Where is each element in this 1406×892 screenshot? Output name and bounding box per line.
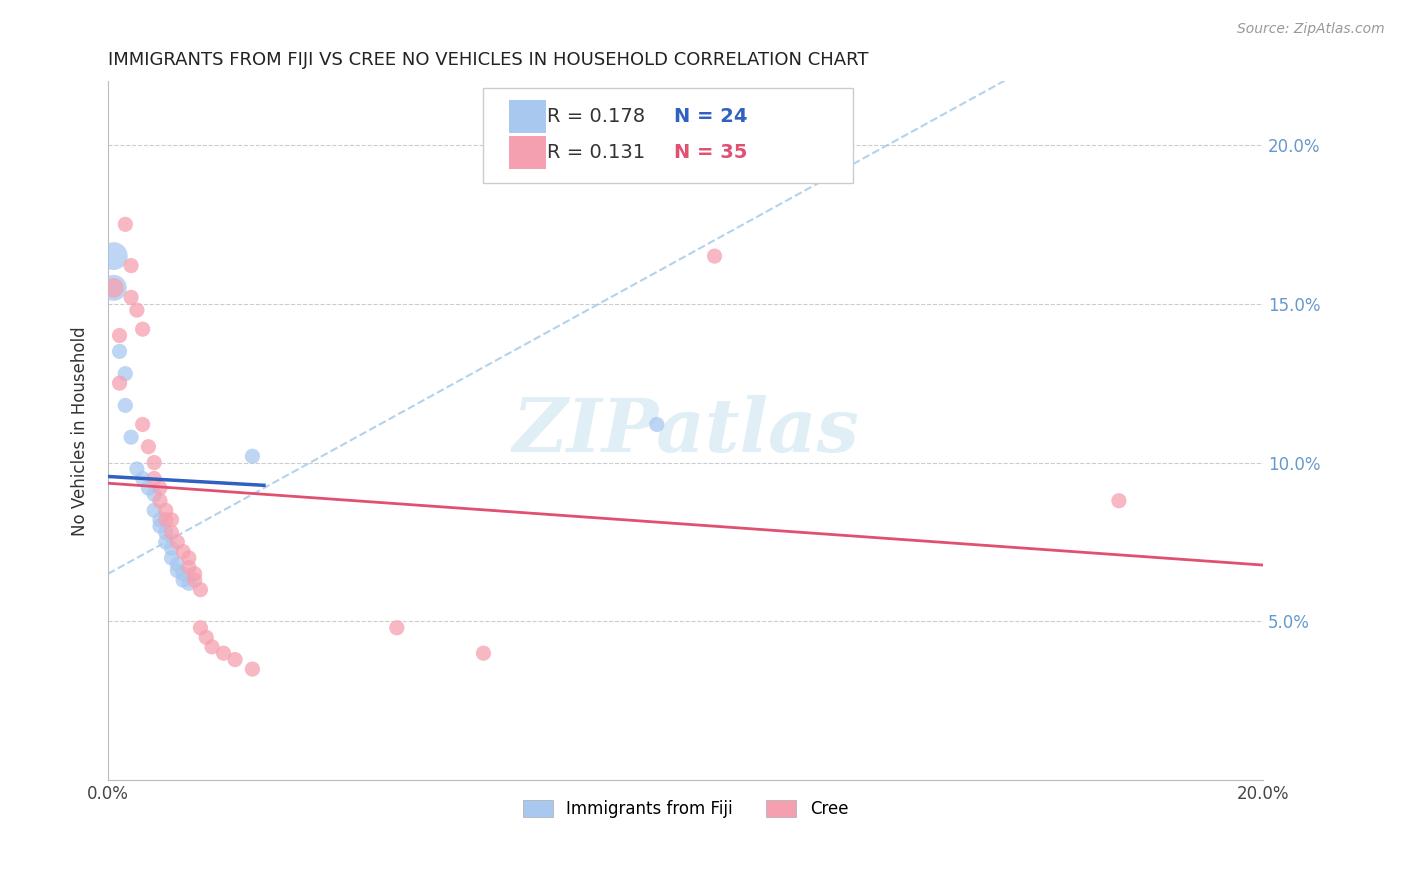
Point bbox=[103, 281, 125, 295]
Point bbox=[108, 376, 131, 391]
Point bbox=[138, 481, 160, 495]
Point bbox=[108, 328, 131, 343]
Text: N = 35: N = 35 bbox=[673, 143, 748, 162]
Text: N = 24: N = 24 bbox=[673, 107, 748, 126]
Text: IMMIGRANTS FROM FIJI VS CREE NO VEHICLES IN HOUSEHOLD CORRELATION CHART: IMMIGRANTS FROM FIJI VS CREE NO VEHICLES… bbox=[108, 51, 869, 69]
Text: Source: ZipAtlas.com: Source: ZipAtlas.com bbox=[1237, 22, 1385, 37]
Point bbox=[114, 217, 136, 231]
Point bbox=[166, 564, 188, 578]
Point bbox=[190, 621, 212, 635]
Point bbox=[1108, 493, 1130, 508]
Point bbox=[177, 550, 200, 565]
Point bbox=[155, 535, 177, 549]
Point bbox=[212, 646, 235, 660]
FancyBboxPatch shape bbox=[484, 88, 853, 183]
Point bbox=[242, 662, 264, 676]
Point bbox=[143, 471, 166, 485]
Point bbox=[190, 582, 212, 597]
Text: ZIPatlas: ZIPatlas bbox=[512, 394, 859, 467]
Point bbox=[149, 519, 172, 533]
Point bbox=[155, 525, 177, 540]
Point bbox=[125, 462, 148, 476]
Point bbox=[149, 493, 172, 508]
Point bbox=[703, 249, 725, 263]
Point bbox=[177, 576, 200, 591]
Point bbox=[224, 652, 246, 666]
Point bbox=[143, 456, 166, 470]
Point bbox=[160, 541, 183, 556]
Point bbox=[131, 322, 153, 336]
Point bbox=[172, 544, 194, 558]
Point bbox=[183, 573, 205, 587]
Point bbox=[131, 417, 153, 432]
Point bbox=[114, 367, 136, 381]
FancyBboxPatch shape bbox=[509, 100, 546, 133]
Point bbox=[472, 646, 495, 660]
Point bbox=[201, 640, 224, 654]
Point bbox=[160, 525, 183, 540]
Point bbox=[172, 573, 194, 587]
Point bbox=[155, 513, 177, 527]
Point bbox=[183, 566, 205, 581]
Point bbox=[131, 471, 153, 485]
Point bbox=[108, 344, 131, 359]
Point bbox=[149, 481, 172, 495]
Point bbox=[143, 487, 166, 501]
Point bbox=[120, 290, 142, 304]
Point bbox=[242, 449, 264, 463]
Point bbox=[103, 249, 125, 263]
Point bbox=[195, 630, 218, 644]
Point bbox=[125, 303, 148, 318]
Y-axis label: No Vehicles in Household: No Vehicles in Household bbox=[72, 326, 89, 535]
Point bbox=[172, 566, 194, 581]
Point bbox=[166, 535, 188, 549]
Point bbox=[120, 430, 142, 444]
Point bbox=[103, 281, 125, 295]
Point bbox=[155, 503, 177, 517]
Point bbox=[177, 560, 200, 574]
Point bbox=[149, 513, 172, 527]
Text: R = 0.131: R = 0.131 bbox=[547, 143, 645, 162]
Point bbox=[645, 417, 668, 432]
Text: R = 0.178: R = 0.178 bbox=[547, 107, 645, 126]
FancyBboxPatch shape bbox=[509, 136, 546, 169]
Point bbox=[138, 440, 160, 454]
Point bbox=[160, 550, 183, 565]
Point bbox=[120, 259, 142, 273]
Point bbox=[166, 558, 188, 572]
Point bbox=[114, 398, 136, 412]
Point bbox=[160, 513, 183, 527]
Point bbox=[385, 621, 408, 635]
Legend: Immigrants from Fiji, Cree: Immigrants from Fiji, Cree bbox=[516, 793, 855, 824]
Point bbox=[143, 503, 166, 517]
